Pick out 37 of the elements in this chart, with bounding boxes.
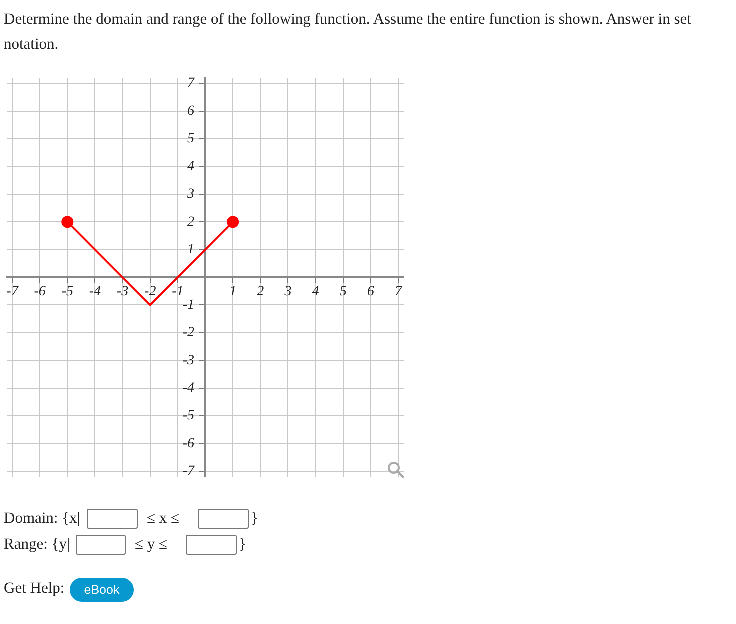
text: ≤ x ≤ [147, 509, 180, 529]
x-tick-label: -3 [116, 284, 129, 300]
x-tick-label: 3 [284, 284, 292, 300]
text: Domain: {x| [4, 509, 80, 529]
chart-title: Determine the domain and range of the following function. Assume the entire function is shown. Answer in set notation. [4, 10, 692, 55]
text: Range: {y| [4, 535, 70, 555]
y-tick-label: 6 [188, 104, 194, 119]
x-tick-label: 7 [394, 284, 403, 300]
x-tick-label: -1 [172, 284, 184, 300]
y-tick-label: 5 [188, 132, 194, 147]
text: } [251, 509, 258, 529]
x-tick-label: 2 [257, 284, 264, 300]
y-tick-label: -1 [182, 298, 194, 313]
y-tick-label: 2 [188, 214, 194, 230]
y-tick-label: 7 [188, 76, 196, 92]
y-tick-label: 4 [188, 159, 194, 174]
x-tick-label: -4 [89, 284, 102, 300]
x-tick-label: 4 [312, 284, 320, 300]
y-tick-label: 3 [186, 187, 194, 202]
y-tick-label: -6 [182, 436, 194, 452]
x-tick-label: 5 [340, 284, 347, 300]
y-tick-label: -5 [182, 408, 194, 424]
text: eBook [83, 582, 121, 598]
x-tick-label: -7 [6, 284, 20, 300]
x-tick-label: -5 [62, 284, 74, 300]
y-tick-label: 1 [188, 242, 194, 258]
y-tick-label: -7 [182, 464, 196, 480]
y-tick-label: -4 [182, 381, 194, 396]
text: } [239, 535, 246, 555]
text: ≤ y ≤ [135, 535, 168, 555]
x-tick-label: -6 [34, 284, 46, 300]
x-tick-label: -2 [144, 284, 156, 300]
x-tick-label: 1 [230, 284, 237, 300]
x-tick-label: 6 [367, 284, 374, 300]
y-tick-label: -2 [182, 326, 194, 341]
text: Get Help: [4, 579, 65, 599]
y-tick-label: -3 [182, 353, 194, 368]
